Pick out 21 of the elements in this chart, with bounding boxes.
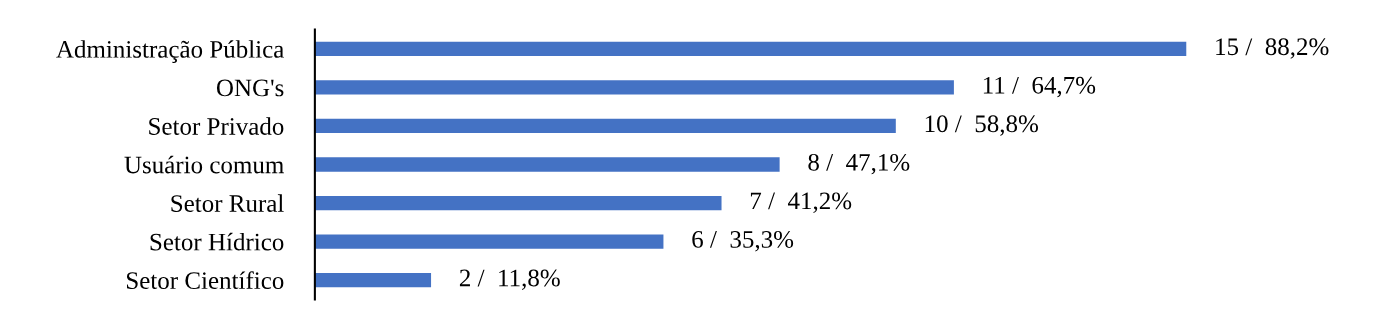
y-tick-label: Usuário comum <box>124 155 284 174</box>
data-label: 7 / 41,2% <box>750 192 852 213</box>
y-tick-label: ONG's <box>216 79 284 97</box>
data-label: 15 / 88,2% <box>1216 38 1329 59</box>
data-label: 8 / 47,1% <box>808 153 910 175</box>
data-label: 6 / 35,3% <box>692 230 794 252</box>
bar <box>314 195 722 211</box>
bar <box>314 80 954 95</box>
bar <box>314 157 780 172</box>
y-tick-label: Setor Hídrico <box>150 232 284 251</box>
data-label: 11 / 64,7% <box>983 76 1096 98</box>
bar <box>314 41 1187 57</box>
y-tick-label: Setor Científico <box>127 271 284 290</box>
bar <box>314 234 664 249</box>
y-tick-label: Setor Privado <box>149 117 284 135</box>
y-tick-label: Administração Pública <box>56 40 284 63</box>
bar <box>314 118 896 134</box>
bar <box>314 272 432 288</box>
data-label: 2 / 11,8% <box>459 269 560 290</box>
y-tick-label: Setor Rural <box>171 194 284 212</box>
data-label: 10 / 58,8% <box>925 115 1038 136</box>
